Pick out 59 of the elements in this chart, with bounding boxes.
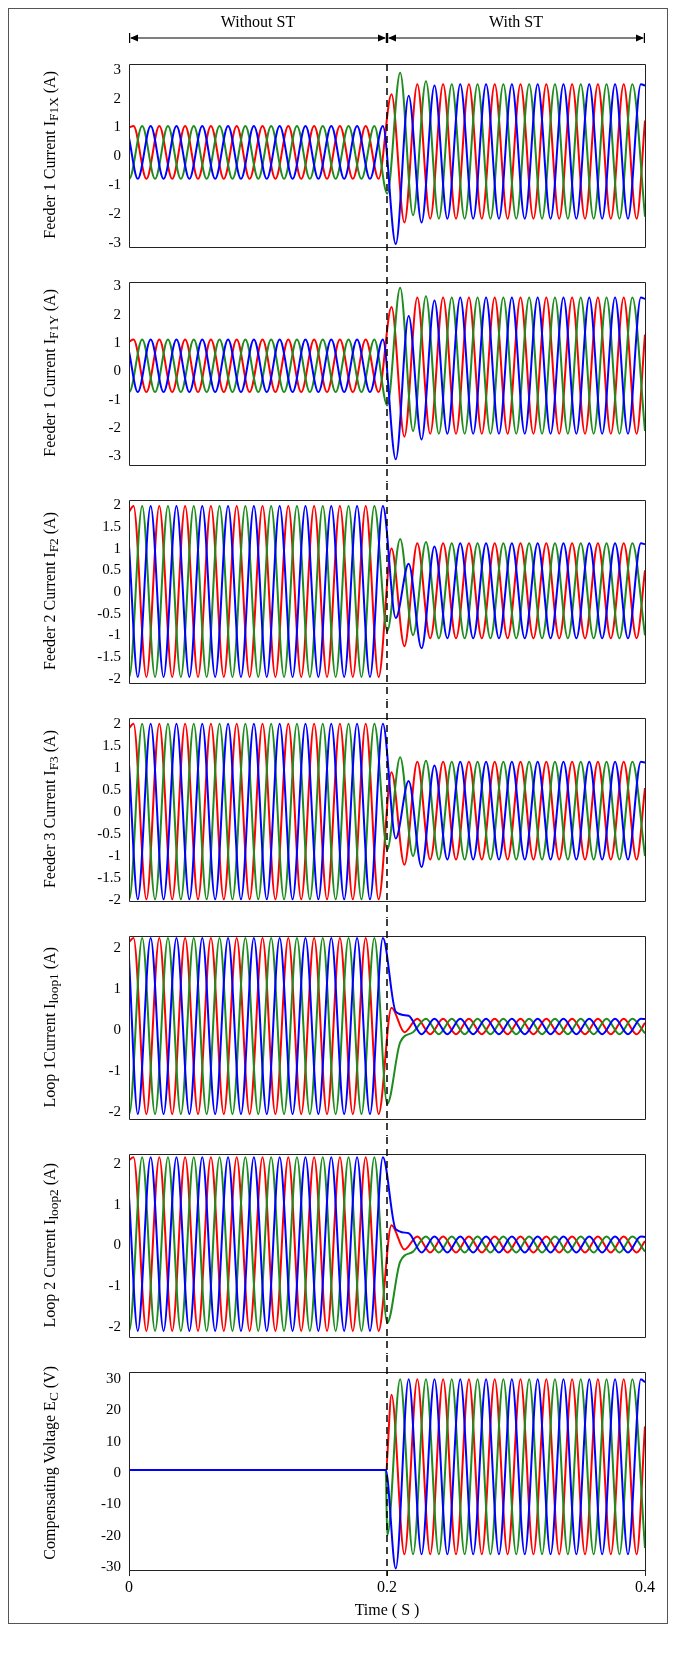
y-tick-label: -1.5 [97,869,121,886]
y-tick-label: -30 [101,1557,121,1574]
y-tick-label: 1 [113,1195,121,1212]
y-tick-label: -1 [108,390,121,407]
y-tick-label: 0.5 [102,780,121,797]
line-series [129,1156,645,1332]
y-tick-label: -1 [108,626,121,643]
y-tick-label: 3 [113,60,121,77]
y-tick-label: 1 [113,539,121,556]
line-series [129,505,645,678]
y-tick-label: -2 [108,669,121,686]
y-tick-label: 1.5 [102,517,121,534]
y-tick-label: -10 [101,1495,121,1512]
y-tick-label: 3 [113,277,121,294]
y-tick-label: 30 [106,1370,121,1387]
x-tick-label: 0 [125,1577,133,1595]
y-tick-label: 1 [113,333,121,350]
x-tick-label: 0.2 [377,1577,397,1595]
y-tick-label: -3 [108,447,121,464]
text: With ST [488,13,544,31]
y-tick-label: 1 [113,758,121,775]
y-tick-label: 2 [113,939,121,956]
y-tick-label: 2 [113,714,121,731]
y-tick-label: 0 [113,1021,121,1038]
y-tick-label: -1.5 [97,647,121,664]
y-tick-label: 1 [113,118,121,135]
y-tick-label: -1 [108,1277,121,1294]
y-tick-label: -2 [108,419,121,436]
y-tick-label: -2 [108,891,121,908]
line-series [129,722,645,901]
line-series [129,937,645,1116]
y-tick-label: 10 [106,1432,121,1449]
y-tick-label: 0.5 [102,561,121,578]
x-tick-label: 0.4 [635,1577,655,1595]
y-tick-label: -20 [101,1526,121,1543]
y-tick-label: 0 [113,1236,121,1253]
y-tick-label: 1.5 [102,736,121,753]
y-tick-label: 2 [113,1155,121,1172]
text: Without ST [219,13,297,31]
y-tick-label: -3 [108,233,121,250]
y-tick-label: 20 [106,1401,121,1418]
y-tick-label: 0 [113,802,121,819]
y-tick-label: -1 [108,1062,121,1079]
y-tick-label: 1 [113,980,121,997]
y-tick-label: -0.5 [97,824,121,841]
y-tick-label: 2 [113,89,121,106]
y-tick-label: 0 [113,362,121,379]
y-tick-label: 2 [113,496,121,513]
y-tick-label: 0 [113,147,121,164]
y-tick-label: 0 [113,1463,121,1480]
y-tick-label: -1 [108,846,121,863]
y-tick-label: -2 [108,1317,121,1334]
y-tick-label: -2 [108,204,121,221]
y-tick-label: -1 [108,175,121,192]
y-tick-label: -0.5 [97,604,121,621]
y-tick-label: 0 [113,582,121,599]
y-tick-label: -2 [108,1102,121,1119]
x-axis-title: Time ( S ) [354,1600,420,1619]
y-tick-label: 2 [113,305,121,322]
